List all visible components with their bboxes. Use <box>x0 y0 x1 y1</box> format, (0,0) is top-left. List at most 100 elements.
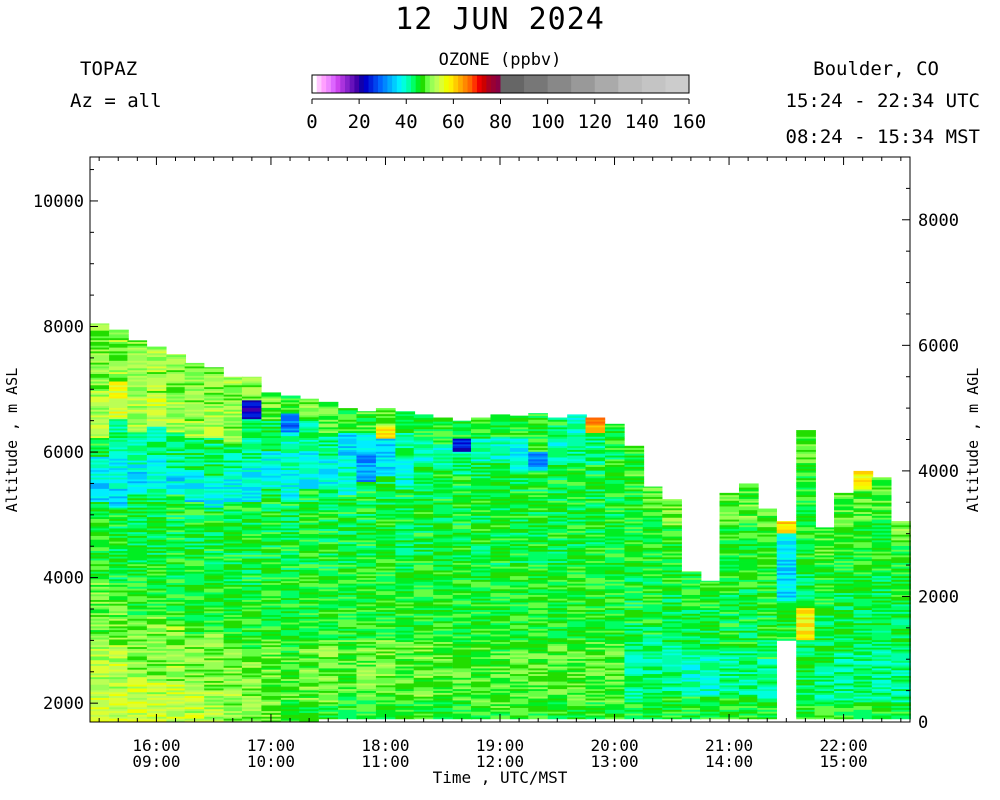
ozone-cell <box>109 610 129 614</box>
ozone-cell <box>223 580 244 584</box>
ozone-cell <box>338 507 358 511</box>
ozone-cell <box>604 438 625 441</box>
ozone-cell <box>356 504 377 507</box>
ozone-cell <box>89 582 110 585</box>
ozone-cell <box>204 586 224 589</box>
ozone-cell <box>299 584 319 587</box>
ozone-cell <box>413 692 434 695</box>
ozone-cell <box>261 484 282 487</box>
ozone-cell <box>204 688 224 691</box>
ozone-cell <box>223 584 244 587</box>
ozone-cell <box>184 479 205 482</box>
ozone-cell <box>299 479 319 482</box>
ozone-cell <box>241 509 262 512</box>
ozone-cell <box>395 490 416 494</box>
ozone-cell <box>184 386 205 390</box>
ozone-cell <box>375 690 396 693</box>
ozone-cell <box>452 635 473 639</box>
ozone-cell <box>146 560 167 563</box>
ozone-cell <box>204 388 224 391</box>
ozone-cell <box>318 419 339 422</box>
ozone-cell <box>356 517 377 520</box>
ozone-cell <box>528 688 548 692</box>
ozone-cell <box>547 513 568 516</box>
ozone-cell <box>146 661 167 665</box>
ozone-cell <box>356 449 377 452</box>
ozone-cell <box>89 501 110 504</box>
ozone-cell <box>261 496 282 499</box>
ozone-cell <box>433 677 453 680</box>
ozone-cell <box>490 477 511 481</box>
ozone-cell <box>509 628 530 631</box>
ozone-cell <box>356 686 377 690</box>
ozone-cell <box>509 637 530 641</box>
ozone-cell <box>395 506 416 509</box>
ozone-cell <box>375 522 396 526</box>
ozone-cell <box>318 545 339 548</box>
ozone-cell <box>585 579 606 582</box>
ozone-cell <box>261 716 282 719</box>
ozone-cell <box>528 664 548 667</box>
ozone-cell <box>280 691 301 695</box>
ozone-cell <box>509 715 530 718</box>
ozone-cell <box>280 618 301 621</box>
ozone-cell <box>490 474 511 477</box>
ozone-cell <box>204 475 224 478</box>
ozone-cell <box>146 720 167 723</box>
ozone-cell <box>490 635 511 639</box>
ozone-cell <box>585 451 606 454</box>
ozone-cell <box>127 720 148 723</box>
ozone-cell <box>280 556 301 559</box>
ozone-cell <box>261 550 282 553</box>
ozone-cell <box>89 558 110 561</box>
ozone-cell <box>299 689 319 693</box>
ozone-cell <box>109 646 129 649</box>
ozone-cell <box>146 424 167 427</box>
ozone-cell <box>452 534 473 537</box>
ozone-cell <box>338 438 358 441</box>
ozone-cell <box>395 553 416 556</box>
ozone-cell <box>413 479 434 482</box>
ozone-cell <box>184 388 205 391</box>
ozone-cell <box>318 408 339 411</box>
ozone-cell <box>184 497 205 501</box>
ozone-cell <box>338 568 358 571</box>
ozone-cell <box>184 452 205 455</box>
ozone-cell <box>624 703 645 707</box>
ozone-cell <box>89 673 110 676</box>
ozone-cell <box>318 474 339 477</box>
ozone-cell <box>433 432 453 435</box>
ozone-cell <box>223 674 244 678</box>
ozone-cell <box>184 450 205 454</box>
ozone-cell <box>318 438 339 441</box>
ozone-cell <box>109 469 129 472</box>
ozone-cell <box>567 524 587 528</box>
ozone-cell <box>109 496 129 499</box>
ozone-cell <box>509 573 530 577</box>
ozone-cell <box>490 645 511 648</box>
ozone-cell <box>567 688 587 692</box>
ozone-cell <box>146 377 167 380</box>
ozone-cell <box>509 585 530 588</box>
ozone-cell <box>338 581 358 584</box>
ozone-cell <box>490 455 511 458</box>
ozone-cell <box>89 654 110 657</box>
ozone-cell <box>490 487 511 490</box>
ozone-cell <box>166 674 187 678</box>
ozone-cell <box>109 416 129 420</box>
ozone-cell <box>528 641 548 644</box>
ozone-cell <box>338 681 358 684</box>
ozone-cell <box>184 486 205 489</box>
ozone-cell <box>452 522 473 526</box>
ozone-cell <box>528 474 548 477</box>
ozone-cell <box>375 637 396 641</box>
ozone-cell <box>375 543 396 546</box>
ozone-cell <box>127 473 148 476</box>
ozone-cell <box>318 671 339 675</box>
ozone-cell <box>146 627 167 631</box>
ozone-cell <box>241 720 262 723</box>
ozone-cell <box>184 624 205 627</box>
ozone-cell <box>261 405 282 408</box>
ozone-cell <box>204 558 224 561</box>
ozone-cell <box>338 504 358 507</box>
